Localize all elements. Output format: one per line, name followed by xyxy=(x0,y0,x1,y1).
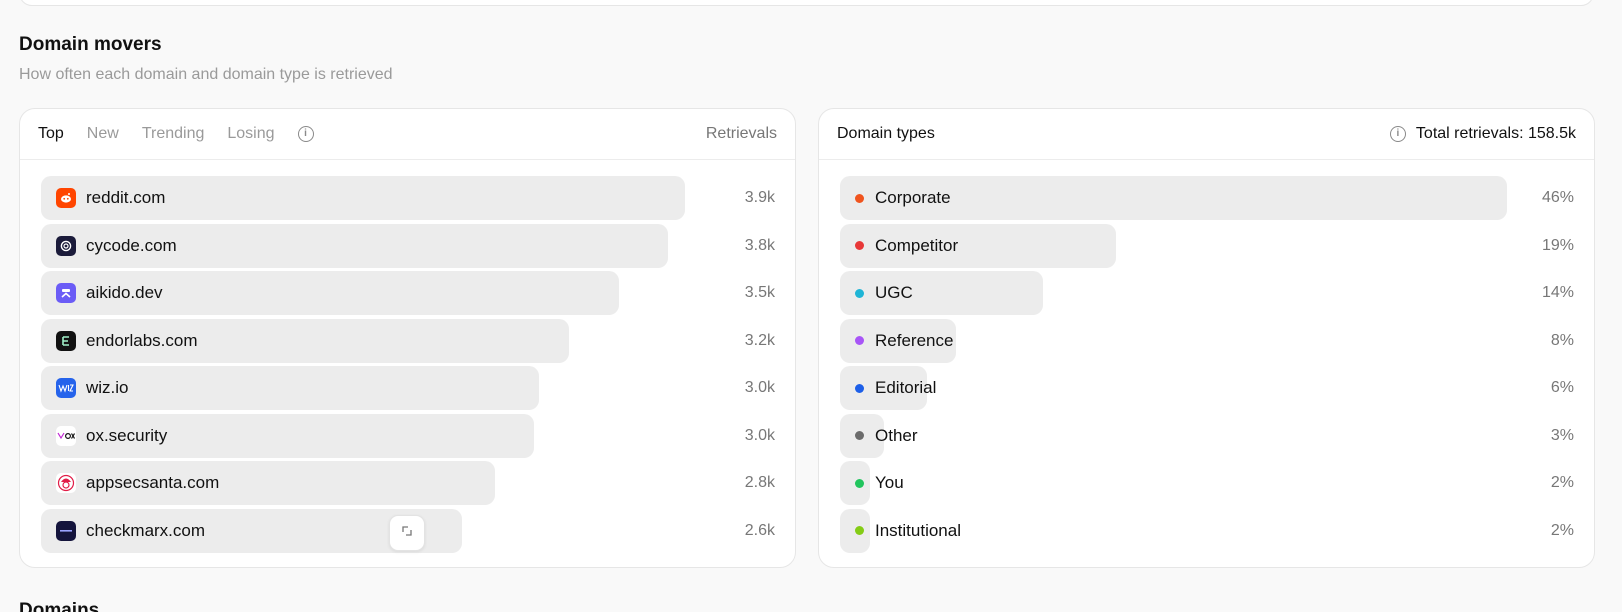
retrieval-count: 2.8k xyxy=(744,474,775,491)
total-retrievals-label: Total retrievals: 158.5k xyxy=(1415,125,1576,142)
wiz-icon xyxy=(56,378,76,398)
expand-icon xyxy=(400,524,414,543)
reddit-icon xyxy=(56,188,76,208)
domain-name: ox.security xyxy=(86,425,168,445)
section-title: Domain movers xyxy=(19,34,162,55)
retrieval-count: 3.0k xyxy=(744,426,775,444)
domain-types-panel: Domain types i Total retrievals: 158.5k … xyxy=(818,108,1595,568)
mover-tabs: Top New Trending Losing i xyxy=(38,125,314,143)
type-name: Editorial xyxy=(875,378,937,397)
type-row-ugc[interactable]: UGC 14% xyxy=(819,271,1594,315)
share-bar xyxy=(840,223,1116,268)
domain-types-title: Domain types xyxy=(837,125,935,142)
type-name: Competitor xyxy=(875,235,959,255)
type-share: 2% xyxy=(1550,474,1574,491)
endorlabs-icon xyxy=(56,330,76,351)
cycode-icon xyxy=(56,235,76,256)
domain-row-cycode[interactable]: cycode.com 3.8k xyxy=(20,223,795,268)
ox-security-icon xyxy=(56,425,76,446)
tab-losing[interactable]: Losing xyxy=(227,125,275,142)
type-row-institutional[interactable]: Institutional 2% xyxy=(819,508,1594,553)
tab-trending[interactable]: Trending xyxy=(141,125,205,142)
domain-name: cycode.com xyxy=(86,235,177,255)
type-name: Corporate xyxy=(875,188,951,207)
domain-row-wiz[interactable]: wiz.io 3.0k xyxy=(20,366,795,410)
competitor-dot-icon xyxy=(855,241,864,250)
domain-name: appsecsanta.com xyxy=(86,473,220,492)
info-icon[interactable]: i xyxy=(1389,126,1406,142)
type-row-editorial[interactable]: Editorial 6% xyxy=(819,366,1594,410)
retrieval-count: 3.2k xyxy=(744,331,775,349)
type-name: UGC xyxy=(875,283,913,302)
retrieval-count: 3.9k xyxy=(744,189,775,206)
domain-list: reddit.com 3.9k cycode.com 3.8k aikido.d… xyxy=(20,160,795,553)
domain-row-aikido[interactable]: aikido.dev 3.5k xyxy=(20,271,795,315)
domain-name: wiz.io xyxy=(86,378,129,397)
section-subtitle: How often each domain and domain type is… xyxy=(19,66,393,83)
retrieval-count: 3.0k xyxy=(744,379,775,396)
domain-movers-panel: Top New Trending Losing i Retrievals red… xyxy=(19,108,796,568)
domain-row-endorlabs[interactable]: endorlabs.com 3.2k xyxy=(20,318,795,363)
type-name: Reference xyxy=(875,330,954,350)
retrievals-column-label: Retrievals xyxy=(705,125,777,142)
checkmarx-icon xyxy=(56,520,76,541)
retrieval-bar xyxy=(41,176,685,220)
type-row-competitor[interactable]: Competitor 19% xyxy=(819,223,1594,268)
tab-top[interactable]: Top xyxy=(38,125,64,142)
type-name: Institutional xyxy=(875,520,961,540)
domain-row-ox-security[interactable]: ox.security 3.0k xyxy=(20,413,795,458)
domain-movers-header: Top New Trending Losing i Retrievals xyxy=(20,109,795,160)
domain-name: checkmarx.com xyxy=(86,520,206,540)
retrieval-count: 3.8k xyxy=(744,236,775,254)
type-row-corporate[interactable]: Corporate 46% xyxy=(819,176,1594,220)
share-bar xyxy=(840,271,1043,315)
type-share: 2% xyxy=(1550,521,1574,539)
type-name: You xyxy=(875,473,904,492)
type-share: 19% xyxy=(1541,236,1574,254)
domain-row-reddit[interactable]: reddit.com 3.9k xyxy=(20,176,795,220)
share-bar xyxy=(840,366,927,410)
type-row-you[interactable]: You 2% xyxy=(819,461,1594,505)
retrieval-bar xyxy=(41,461,495,505)
appsecsanta-icon xyxy=(56,473,76,493)
domains-section-title: Domains xyxy=(19,600,100,612)
type-row-reference[interactable]: Reference 8% xyxy=(819,318,1594,363)
domain-type-list: Corporate 46% Competitor 19% UGC 14% Ref… xyxy=(819,160,1594,553)
domain-name: reddit.com xyxy=(86,188,166,207)
previous-card xyxy=(19,0,1594,6)
type-share: 8% xyxy=(1550,331,1574,349)
institutional-dot-icon xyxy=(855,526,864,535)
share-bar xyxy=(840,176,1507,220)
editorial-dot-icon xyxy=(855,383,864,393)
tab-new[interactable]: New xyxy=(86,125,119,142)
retrieval-bar xyxy=(41,413,534,458)
you-dot-icon xyxy=(855,478,864,488)
aikido-icon xyxy=(56,283,76,303)
retrieval-bar xyxy=(41,271,619,315)
retrieval-bar xyxy=(41,366,539,410)
retrieval-count: 2.6k xyxy=(744,521,775,539)
ugc-dot-icon xyxy=(855,288,864,298)
type-name: Other xyxy=(875,425,918,445)
type-share: 3% xyxy=(1550,426,1574,444)
domain-name: endorlabs.com xyxy=(86,330,198,350)
retrieval-bar xyxy=(41,318,569,363)
type-share: 14% xyxy=(1541,284,1574,301)
type-row-other[interactable]: Other 3% xyxy=(819,413,1594,458)
info-icon[interactable]: i xyxy=(297,126,314,142)
expand-button[interactable] xyxy=(389,515,425,551)
type-share: 46% xyxy=(1541,189,1574,206)
domain-name: aikido.dev xyxy=(86,283,163,302)
retrieval-bar xyxy=(41,223,668,268)
type-share: 6% xyxy=(1550,379,1574,396)
total-retrievals: i Total retrievals: 158.5k xyxy=(1389,125,1576,143)
domain-types-header: Domain types i Total retrievals: 158.5k xyxy=(819,109,1594,160)
retrieval-count: 3.5k xyxy=(744,284,775,301)
other-dot-icon xyxy=(855,431,864,440)
reference-dot-icon xyxy=(855,336,864,345)
domain-row-appsecsanta[interactable]: appsecsanta.com 2.8k xyxy=(20,461,795,505)
corporate-dot-icon xyxy=(855,193,864,203)
